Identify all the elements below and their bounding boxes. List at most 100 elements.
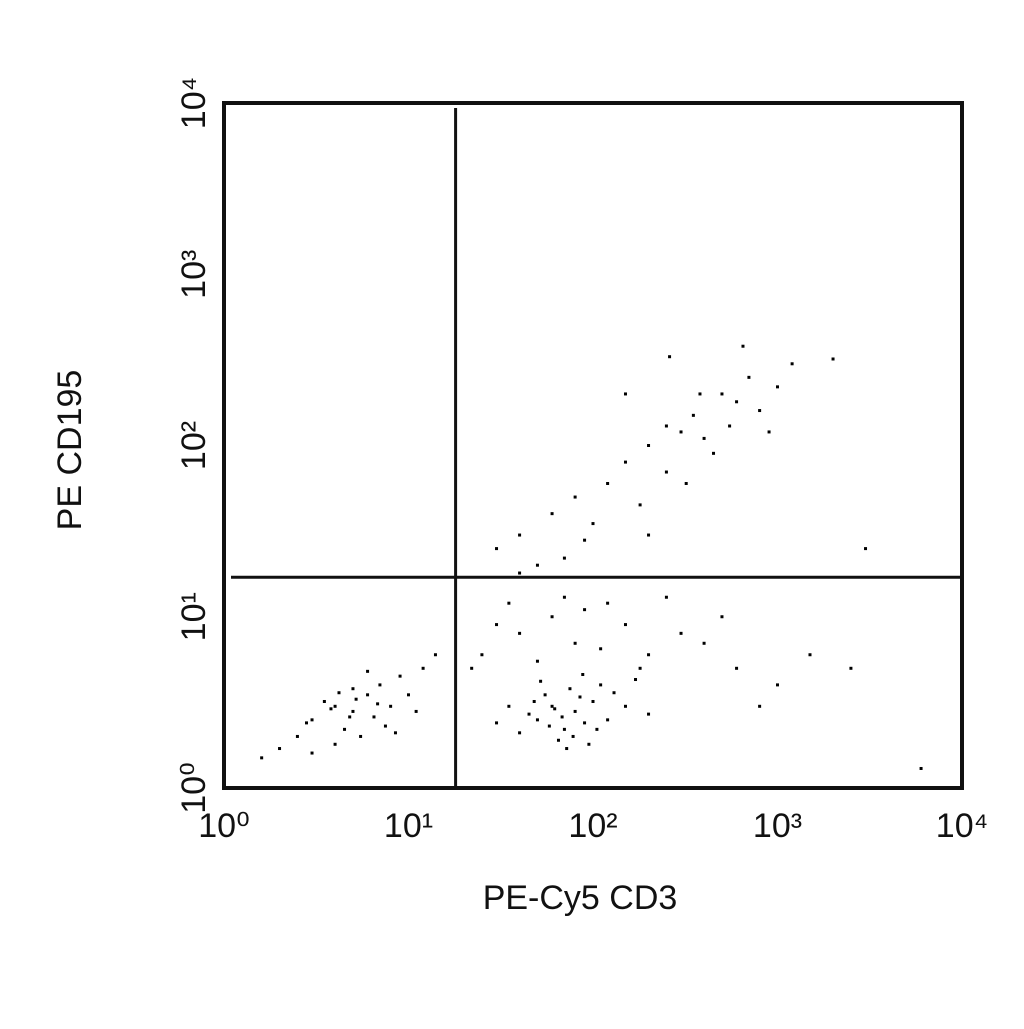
- plot-frame: [222, 101, 964, 790]
- dot: [790, 362, 794, 366]
- dot: [539, 679, 543, 683]
- dot: [547, 724, 551, 728]
- dot: [599, 683, 603, 687]
- dot: [337, 691, 341, 695]
- dot: [741, 344, 745, 348]
- dot: [562, 556, 566, 560]
- dot: [581, 673, 585, 677]
- dot: [329, 707, 333, 711]
- dot: [568, 687, 572, 691]
- x-tick-label: 10⁰: [198, 807, 249, 845]
- dot: [480, 653, 484, 657]
- dot: [535, 718, 539, 722]
- dot: [573, 641, 577, 645]
- dot: [864, 547, 868, 551]
- dot: [691, 413, 695, 417]
- dot: [664, 424, 668, 428]
- dot: [583, 538, 587, 542]
- dot: [518, 571, 522, 575]
- dot: [550, 512, 554, 516]
- dot: [421, 666, 425, 670]
- dot: [612, 691, 616, 695]
- dot: [571, 734, 575, 738]
- dot: [562, 595, 566, 599]
- dot: [647, 444, 651, 447]
- dot: [398, 674, 402, 678]
- dot: [495, 547, 499, 551]
- dot: [535, 563, 539, 567]
- dot: [728, 424, 732, 428]
- dot: [623, 623, 627, 627]
- dot: [433, 653, 437, 657]
- dot: [565, 747, 569, 751]
- dot: [351, 687, 355, 691]
- dot: [372, 715, 376, 719]
- dot: [470, 666, 474, 670]
- dot: [634, 678, 638, 682]
- dot: [720, 392, 724, 396]
- dot: [495, 623, 499, 627]
- dot: [260, 756, 264, 760]
- dot: [647, 653, 651, 657]
- dot: [758, 704, 762, 708]
- dot: [518, 533, 522, 537]
- dot: [383, 724, 387, 728]
- dot: [758, 409, 762, 413]
- dot: [550, 704, 554, 708]
- dot: [333, 742, 337, 746]
- dot: [535, 659, 539, 663]
- dot: [647, 712, 651, 716]
- dot: [595, 727, 599, 731]
- dot: [623, 392, 627, 396]
- dot: [684, 481, 688, 485]
- dot: [507, 704, 511, 708]
- dot: [348, 715, 352, 719]
- dot: [831, 357, 835, 361]
- y-tick-label: 10³: [175, 250, 213, 299]
- x-tick-label: 10⁴: [936, 807, 988, 845]
- dot: [527, 712, 531, 716]
- dot: [378, 683, 382, 687]
- dot: [543, 693, 547, 697]
- dot: [698, 392, 702, 396]
- y-axis-label: PE CD195: [51, 370, 89, 531]
- dot: [591, 699, 595, 703]
- dot: [702, 641, 706, 645]
- dot: [747, 375, 751, 379]
- dot: [583, 608, 587, 612]
- dot: [767, 430, 771, 434]
- dot: [407, 693, 410, 697]
- y-tick-label: 10⁴: [175, 77, 213, 129]
- dot: [573, 495, 577, 499]
- dot: [573, 709, 577, 713]
- x-axis-label: PE-Cy5 CD3: [483, 879, 678, 917]
- dot: [310, 751, 314, 755]
- x-tick-label: 10³: [753, 807, 802, 845]
- dot: [599, 647, 603, 651]
- dot: [679, 631, 683, 635]
- dot: [322, 699, 326, 703]
- x-tick-label: 10²: [568, 807, 617, 845]
- dot: [310, 718, 314, 722]
- dot: [278, 747, 282, 751]
- dot: [679, 430, 683, 434]
- dot: [638, 666, 642, 670]
- dot: [562, 727, 566, 731]
- dot: [389, 704, 393, 708]
- dot: [351, 709, 355, 713]
- dot: [583, 721, 587, 725]
- dot: [560, 715, 564, 719]
- dot: [808, 653, 812, 657]
- dot: [591, 522, 595, 526]
- dot: [638, 503, 642, 507]
- dot: [550, 615, 554, 619]
- dot: [553, 707, 557, 711]
- dot: [720, 615, 724, 619]
- dot: [366, 693, 370, 697]
- dot: [587, 742, 591, 746]
- dot: [776, 385, 779, 389]
- y-tick-label: 10²: [175, 421, 213, 470]
- dot: [354, 697, 358, 701]
